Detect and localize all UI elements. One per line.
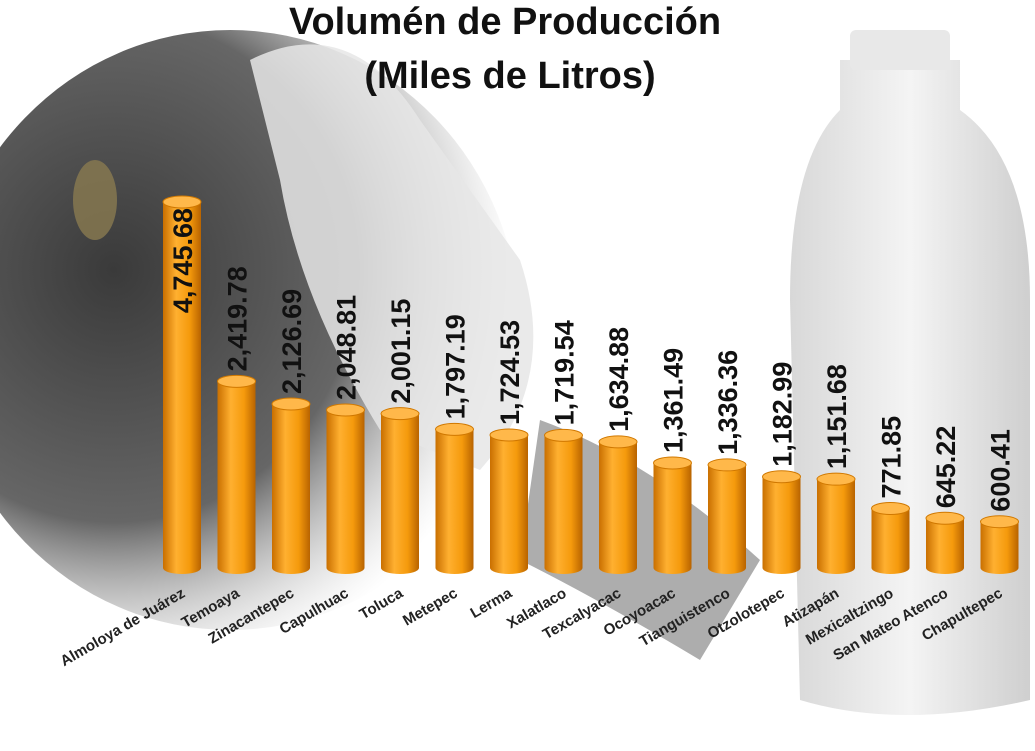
value-label: 2,048.81 xyxy=(332,295,362,400)
bar-top xyxy=(981,516,1019,528)
value-label: 1,336.36 xyxy=(713,350,743,455)
x-tick-label: Metepec xyxy=(400,585,460,630)
value-label: 2,126.69 xyxy=(277,289,307,394)
bar xyxy=(490,429,528,574)
bar xyxy=(436,423,474,574)
bar xyxy=(763,471,801,574)
bar-body xyxy=(545,435,583,574)
bar-top xyxy=(545,429,583,441)
bar-top xyxy=(872,502,910,514)
bar-body xyxy=(436,429,474,574)
bar-body xyxy=(272,404,310,574)
bar xyxy=(981,516,1019,574)
bar-body xyxy=(654,463,692,574)
bar-top xyxy=(381,408,419,420)
bar-body xyxy=(708,465,746,574)
value-label: 600.41 xyxy=(986,429,1016,512)
value-label: 771.85 xyxy=(877,416,907,499)
bar-body xyxy=(381,414,419,574)
bar-top xyxy=(763,471,801,483)
bar-top xyxy=(599,436,637,448)
value-label: 1,361.49 xyxy=(659,348,689,453)
bar-top xyxy=(327,404,365,416)
bar-top xyxy=(436,423,474,435)
bar-body xyxy=(817,479,855,574)
value-label: 4,745.68 xyxy=(168,208,198,313)
bar-body xyxy=(327,410,365,574)
bar-body xyxy=(490,435,528,574)
chart: Volumén de Producción (Miles de Litros) … xyxy=(0,0,1035,751)
bar xyxy=(545,429,583,574)
value-label: 1,719.54 xyxy=(550,320,580,425)
value-label: 1,797.19 xyxy=(441,314,471,419)
bar-body xyxy=(981,522,1019,574)
value-label: 1,634.88 xyxy=(604,327,634,432)
bar-body xyxy=(872,508,910,574)
bar xyxy=(654,457,692,574)
bar-top xyxy=(490,429,528,441)
bar xyxy=(872,502,910,574)
bar-top xyxy=(272,398,310,410)
bar xyxy=(381,408,419,574)
chart-subtitle: (Miles de Litros) xyxy=(364,55,655,97)
bar-top xyxy=(926,512,964,524)
bar-top xyxy=(817,473,855,485)
bar-body xyxy=(926,518,964,574)
chart-title: Volumén de Producción xyxy=(289,1,721,43)
value-label: 645.22 xyxy=(931,426,961,509)
bar xyxy=(708,459,746,574)
bar-top xyxy=(708,459,746,471)
value-label: 1,182.99 xyxy=(768,362,798,467)
page: {"chart_data": {"type": "bar", "title": … xyxy=(0,0,1035,751)
value-label: 1,151.68 xyxy=(822,364,852,469)
bar xyxy=(599,436,637,574)
bar xyxy=(218,375,256,574)
bar xyxy=(327,404,365,574)
value-label: 2,419.78 xyxy=(223,266,253,371)
bar-top xyxy=(654,457,692,469)
bar-body xyxy=(218,381,256,574)
bar-body xyxy=(763,477,801,574)
bar-top xyxy=(163,196,201,208)
value-label: 1,724.53 xyxy=(495,320,525,425)
bar-body xyxy=(599,442,637,574)
bar xyxy=(817,473,855,574)
bar xyxy=(926,512,964,574)
value-label: 2,001.15 xyxy=(386,299,416,404)
bar xyxy=(272,398,310,574)
bar-top xyxy=(218,375,256,387)
